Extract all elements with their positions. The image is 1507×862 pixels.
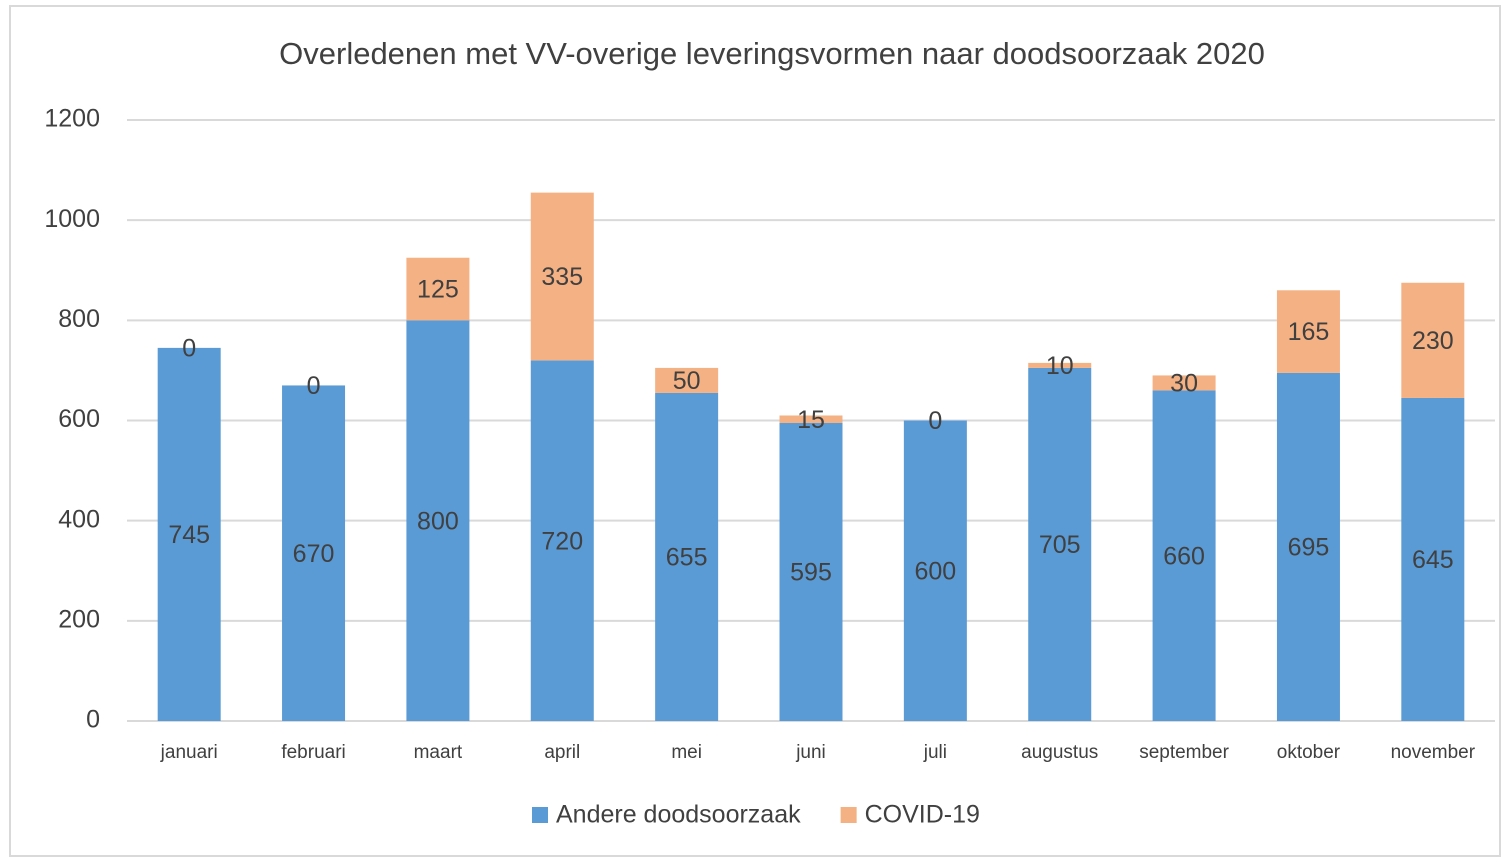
bar-segment [655,392,719,721]
legend-marker [840,807,857,823]
y-tick-label: 400 [58,505,100,533]
x-tick-label: januari [160,742,218,763]
data-label: 655 [666,544,708,572]
x-tick-label: februari [281,742,345,763]
legend-label: COVID-19 [865,801,980,829]
bar-segment [1152,390,1216,721]
bar-segment [655,367,719,393]
data-label: 595 [790,559,832,587]
data-label: 695 [1288,534,1330,562]
x-tick-label: maart [414,742,463,763]
x-tick-label: augustus [1021,742,1098,763]
bar-segment [530,192,594,361]
x-tick-label: juli [923,742,947,763]
data-label: 600 [915,557,957,585]
data-label: 15 [797,406,825,434]
legend-marker [532,807,548,823]
chart-title: Overledenen met VV-overige leveringsvorm… [279,36,1265,71]
data-label: 670 [293,540,335,568]
bar-segment [406,320,470,721]
data-label: 720 [541,527,583,555]
y-tick-label: 200 [58,605,100,633]
bar-segment [282,385,346,721]
bar-segment [1028,367,1092,721]
bar-segment [1276,290,1340,373]
data-label: 230 [1412,327,1454,355]
bar-segment [157,347,221,721]
y-tick-label: 1000 [44,205,100,233]
bar-segment [1152,375,1216,391]
data-label: 645 [1412,546,1454,574]
data-label: 0 [182,334,196,362]
y-tick-label: 600 [58,405,100,433]
data-label: 30 [1170,370,1198,398]
chart-border [9,5,1501,857]
bar-segment [779,423,843,721]
data-label: 335 [541,263,583,291]
bar-segment [1276,372,1340,721]
y-tick-label: 1200 [44,105,100,133]
x-tick-label: juni [795,742,826,763]
data-label: 660 [1163,542,1205,570]
legend-label: Andere doodsoorzaak [556,801,801,829]
bar-segment [903,420,967,721]
data-label: 125 [417,276,459,304]
bar-segment [1028,362,1092,368]
x-tick-label: november [1391,742,1476,763]
data-label: 0 [307,372,321,400]
x-tick-label: september [1139,742,1229,763]
data-label: 745 [168,521,210,549]
data-label: 165 [1288,318,1330,346]
data-label: 705 [1039,531,1081,559]
x-tick-label: mei [671,742,702,763]
y-tick-label: 0 [86,706,100,734]
x-tick-label: april [544,742,580,763]
x-tick-label: oktober [1277,742,1341,763]
data-label: 800 [417,507,459,535]
data-label: 10 [1046,352,1074,380]
data-label: 0 [928,407,942,435]
bar-segment [1401,282,1465,398]
bar-segment [406,257,470,321]
bar-segment [530,360,594,721]
bar-segment [779,415,843,424]
y-tick-label: 800 [58,305,100,333]
bar-segment [1401,397,1465,721]
data-label: 50 [673,367,701,395]
